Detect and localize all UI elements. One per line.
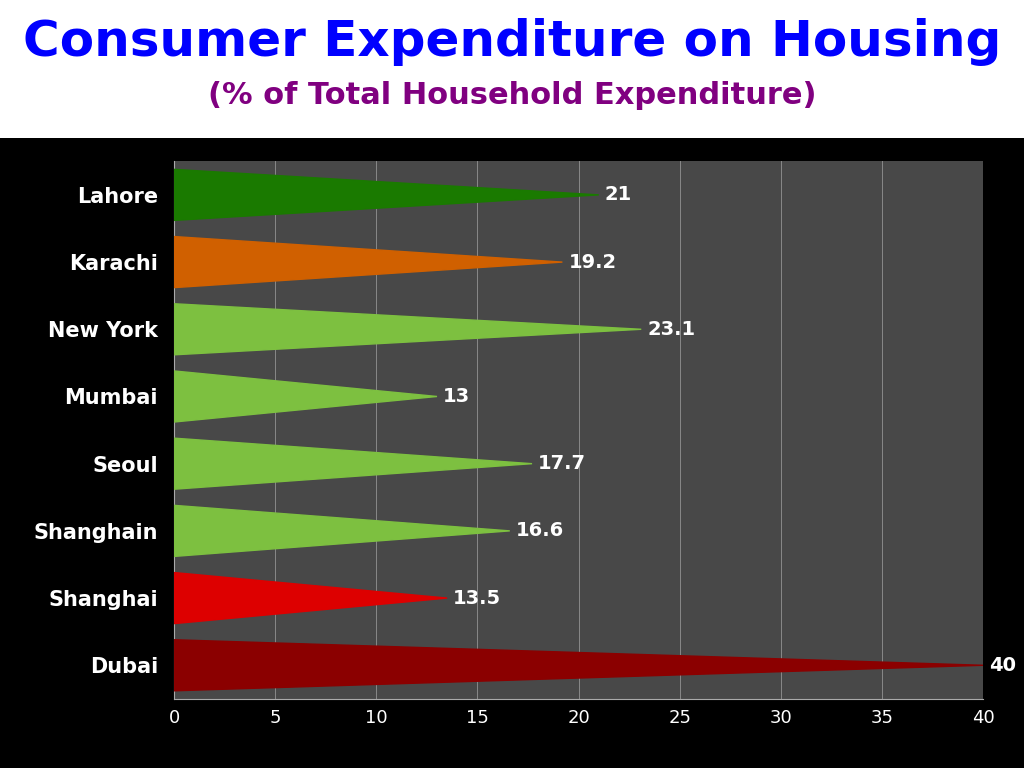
- Text: 13.5: 13.5: [454, 588, 502, 607]
- Text: 21: 21: [605, 185, 632, 204]
- Polygon shape: [174, 304, 641, 355]
- Text: Consumer Expenditure on Housing: Consumer Expenditure on Housing: [23, 18, 1001, 66]
- Text: (% of Total Household Expenditure): (% of Total Household Expenditure): [208, 81, 816, 111]
- Text: 19.2: 19.2: [568, 253, 616, 272]
- Polygon shape: [174, 170, 599, 220]
- Polygon shape: [174, 573, 447, 624]
- Text: 16.6: 16.6: [516, 521, 564, 541]
- Text: 23.1: 23.1: [647, 319, 695, 339]
- Text: 17.7: 17.7: [539, 454, 586, 473]
- Polygon shape: [174, 505, 510, 556]
- Polygon shape: [174, 438, 532, 489]
- Polygon shape: [174, 640, 983, 691]
- Polygon shape: [174, 371, 437, 422]
- Text: 40: 40: [989, 656, 1016, 675]
- Polygon shape: [174, 237, 562, 288]
- Text: 13: 13: [443, 387, 470, 406]
